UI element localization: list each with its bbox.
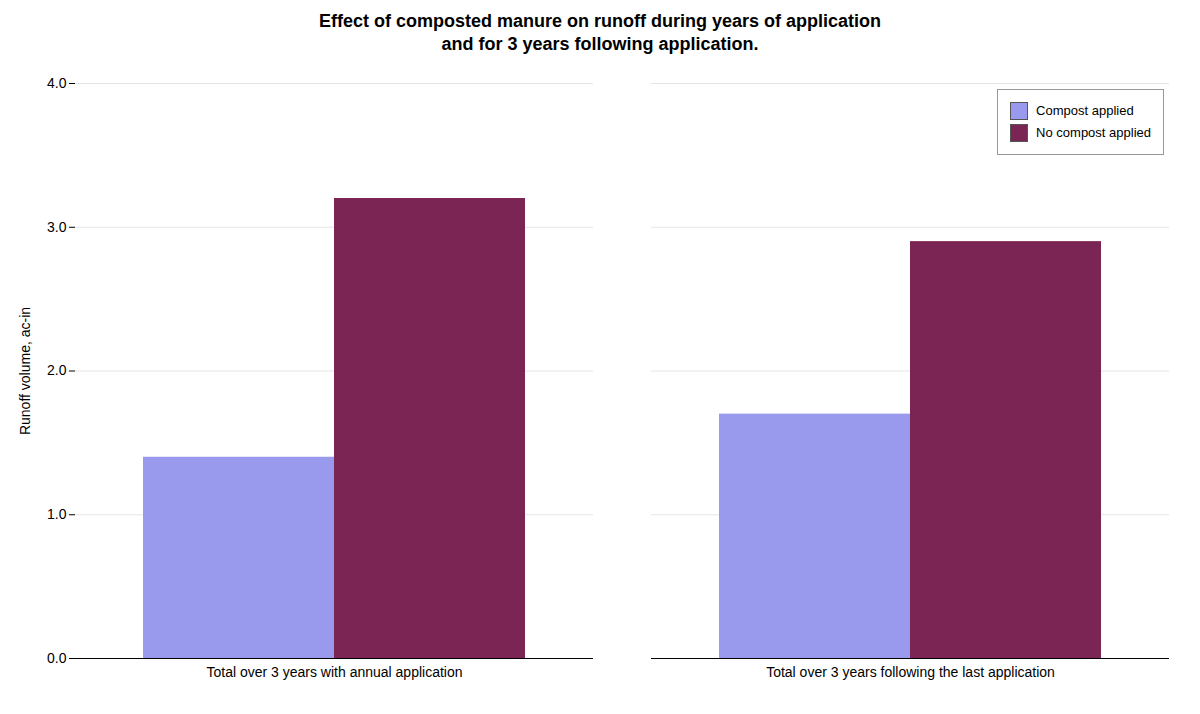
html-text:No compost applied: No compost applied xyxy=(1036,125,1151,141)
svg-text:Runoff volume, ac-in: Runoff volume, ac-in xyxy=(17,307,33,435)
html-text:Effect of composted manure on: Effect of composted manure on runoff dur… xyxy=(319,11,881,55)
svg-text:2.0: 2.0 xyxy=(47,362,67,378)
svg-text:1.0: 1.0 xyxy=(47,506,67,522)
svg-text:Total over 3 years following t: Total over 3 years following the last ap… xyxy=(766,664,1055,680)
svg-text:0.0: 0.0 xyxy=(47,650,67,666)
svg-text:Total over 3 years with annual: Total over 3 years with annual applicati… xyxy=(206,664,462,680)
svg-text:4.0: 4.0 xyxy=(47,75,67,91)
svg-text:3.0: 3.0 xyxy=(47,219,67,235)
html-text:Compost applied: Compost applied xyxy=(1036,103,1134,119)
